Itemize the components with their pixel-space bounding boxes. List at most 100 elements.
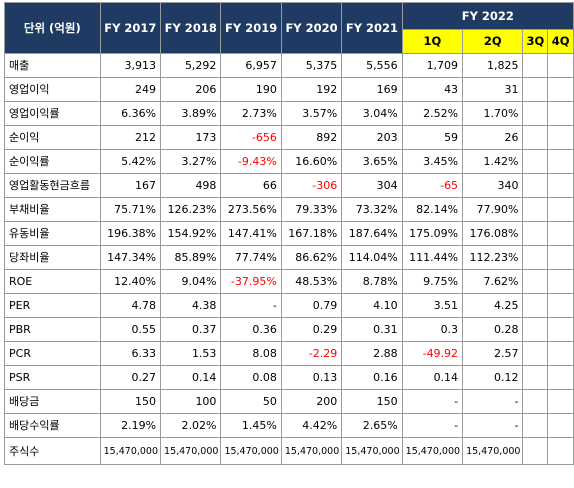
table-cell: 196.38%: [99, 221, 162, 246]
header-row-top: 단위 (억원) FY 2017 FY 2018 FY 2019 FY 2020 …: [4, 2, 574, 54]
row-label: 배당금: [4, 389, 101, 414]
table-cell: 5,556: [341, 53, 403, 78]
table-cell: 2.88: [341, 341, 403, 366]
table-cell: 176.08%: [462, 221, 524, 246]
row-label: PER: [4, 293, 101, 318]
table-cell: 9.75%: [401, 269, 464, 294]
table-cell: 1.42%: [462, 149, 524, 174]
table-cell: 15,470,000: [401, 437, 464, 465]
table-cell: 15,470,000: [220, 437, 282, 465]
table-cell: 4.38: [160, 293, 222, 318]
table-row: 영업이익 249 206 190 192 169 43 31: [4, 77, 574, 102]
table-cell: 114.04%: [341, 245, 403, 270]
table-row: 매출 3,913 5,292 6,957 5,375 5,556 1,709 1,825: [4, 53, 574, 78]
table-cell: 7.62%: [462, 269, 524, 294]
table-cell: 0.14: [401, 365, 464, 390]
table-cell: 0.12: [462, 365, 524, 390]
table-cell: 2.65%: [341, 413, 403, 438]
table-cell: 82.14%: [401, 197, 464, 222]
table-row: ROE 12.40% 9.04% -37.95% 48.53% 8.78% 9.75% 7.6…: [4, 269, 574, 294]
table-cell: 147.41%: [220, 221, 282, 246]
row-label: 영업이익: [4, 77, 101, 102]
header-row-quarters: 1Q 2Q 3Q 4Q: [5, 29, 574, 54]
row-label: 당좌비율: [4, 245, 101, 270]
table-cell: 273.56%: [220, 197, 282, 222]
table-cell: 77.90%: [462, 197, 524, 222]
table-row: 배당수익률 2.19% 2.02% 1.45% 4.42% 2.65% - -: [4, 413, 574, 438]
table-row: 순이익 212 173 -656 892 203 59 26: [4, 125, 574, 150]
table-cell: 100: [160, 389, 222, 414]
table-cell: 1,825: [462, 53, 524, 78]
table-cell: 6.36%: [99, 101, 162, 126]
table-cell: 31: [462, 77, 524, 102]
table-cell: 0.36: [220, 317, 282, 342]
table-cell: 5,375: [280, 53, 343, 78]
table-cell: [547, 101, 574, 126]
table-cell: 112.23%: [462, 245, 524, 270]
table-cell: [522, 341, 549, 366]
table-cell: 304: [341, 173, 403, 198]
row-label: 순이익: [4, 125, 101, 150]
table-cell: 187.64%: [341, 221, 403, 246]
table-cell: 3.65%: [341, 149, 403, 174]
table-cell: [522, 149, 549, 174]
row-label: 순이익률: [4, 149, 101, 174]
table-cell: -2.29: [280, 341, 343, 366]
table-cell: 249: [99, 77, 162, 102]
table-cell: -: [220, 293, 282, 318]
table-cell: -49.92: [401, 341, 464, 366]
table-cell: 3,913: [99, 53, 162, 78]
table-cell: [522, 389, 549, 414]
table-cell: 173: [160, 125, 222, 150]
table-cell: [547, 413, 574, 438]
table-cell: 0.79: [280, 293, 343, 318]
table-cell: [522, 317, 549, 342]
table-cell: 167.18%: [280, 221, 343, 246]
table-cell: 50: [220, 389, 282, 414]
table-cell: 0.55: [99, 317, 162, 342]
table-cell: [522, 197, 549, 222]
table-cell: 15,470,000: [160, 437, 222, 465]
unit-header: 단위 (억원): [4, 2, 101, 54]
table-cell: [522, 125, 549, 150]
table-cell: 8.08: [220, 341, 282, 366]
table-row: 부채비율 75.71% 126.23% 273.56% 79.33% 73.32% 82.1…: [4, 197, 574, 222]
table-row: 영업이익률 6.36% 3.89% 2.73% 3.57% 3.04% 2.52% 1.70%: [4, 101, 574, 126]
table-cell: 6,957: [220, 53, 282, 78]
table-cell: 206: [160, 77, 222, 102]
table-cell: [547, 53, 574, 78]
financial-table: 단위 (억원) FY 2017 FY 2018 FY 2019 FY 2020 …: [4, 2, 574, 465]
table-cell: 1.45%: [220, 413, 282, 438]
table-cell: [522, 245, 549, 270]
table-cell: [547, 341, 574, 366]
table-cell: 4.42%: [280, 413, 343, 438]
row-label: PCR: [4, 341, 101, 366]
table-cell: [522, 173, 549, 198]
row-label: 영업활동현금흐름: [4, 173, 101, 198]
table-cell: -9.43%: [220, 149, 282, 174]
table-cell: [547, 245, 574, 270]
table-row: 배당금 150 100 50 200 150- -: [4, 389, 574, 414]
table-row: 순이익률 5.42% 3.27% -9.43% 16.60% 3.65% 3.45% 1.42…: [4, 149, 574, 174]
quarter-header: 1Q: [401, 29, 464, 54]
table-cell: 0.27: [99, 365, 162, 390]
table-cell: [547, 221, 574, 246]
row-label: 배당수익률: [4, 413, 101, 438]
table-cell: 0.16: [341, 365, 403, 390]
table-cell: 154.92%: [160, 221, 222, 246]
table-cell: [522, 53, 549, 78]
table-cell: [547, 269, 574, 294]
table-cell: 43: [401, 77, 464, 102]
table-cell: 4.10: [341, 293, 403, 318]
table-cell: -306: [280, 173, 343, 198]
table-cell: 0.28: [462, 317, 524, 342]
table-cell: 1.53: [160, 341, 222, 366]
table-cell: 167: [99, 173, 162, 198]
table-cell: 2.02%: [160, 413, 222, 438]
year-header: FY 2018: [160, 2, 222, 54]
quarter-header: 2Q: [462, 29, 524, 54]
row-label: 유동비율: [4, 221, 101, 246]
table-cell: 3.04%: [341, 101, 403, 126]
table-row: PER 4.78 4.38-0.79 4.10 3.51 4.25: [4, 293, 574, 318]
table-cell: 9.04%: [160, 269, 222, 294]
